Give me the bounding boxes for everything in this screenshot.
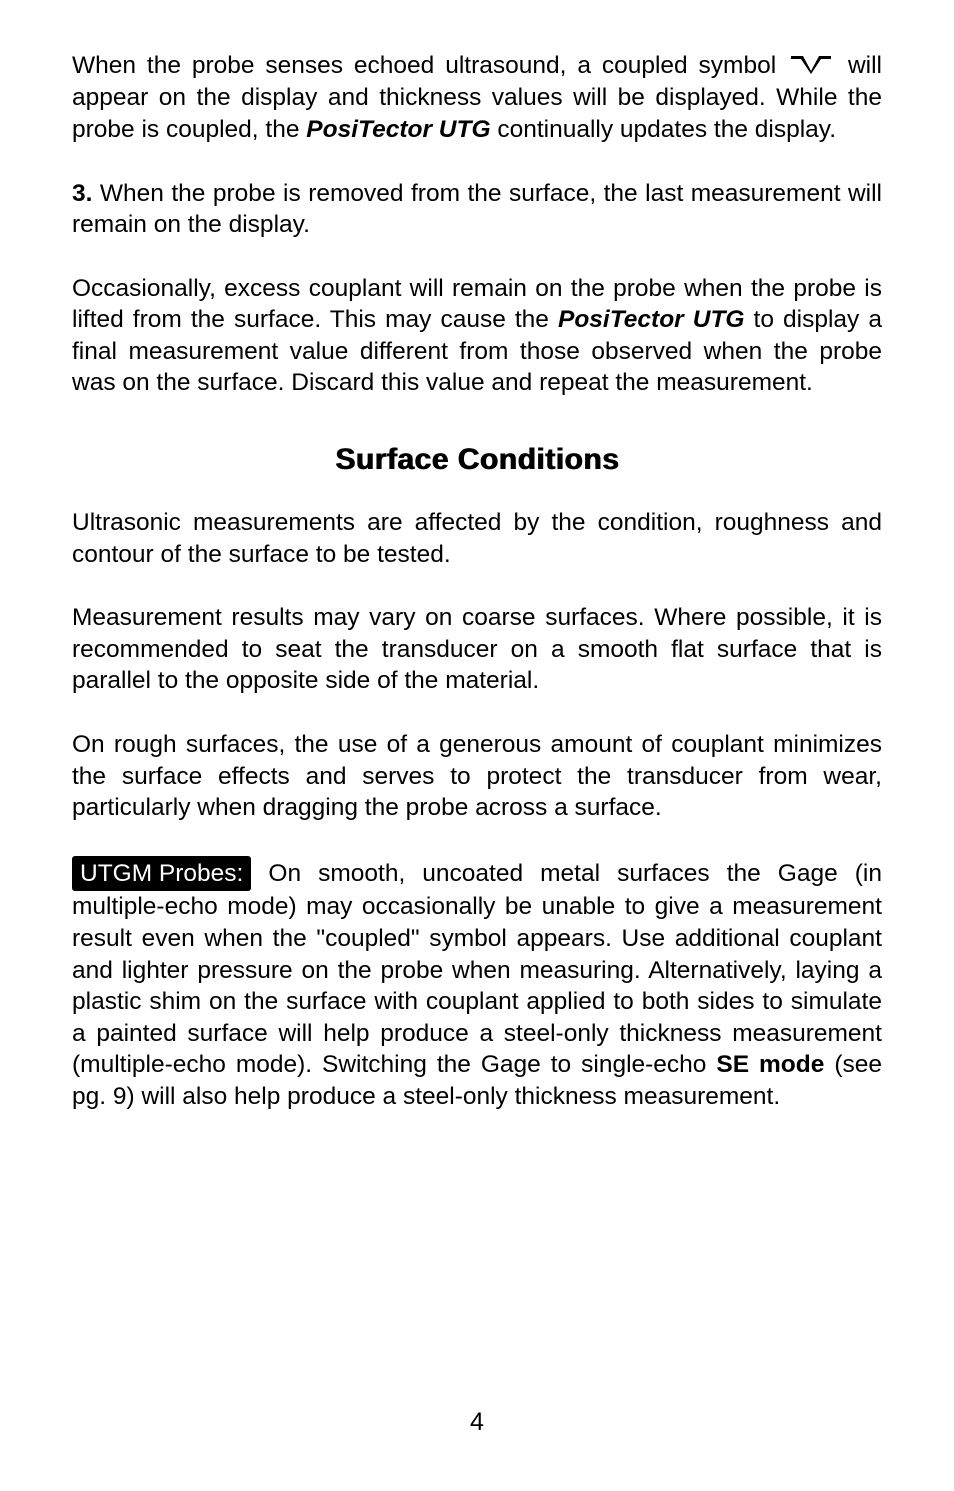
paragraph-excess-couplant: Occasionally, excess couplant will remai… [72,273,882,399]
product-name-1: PosiTector UTG [306,116,490,143]
paragraph-ultrasonic-intro: Ultrasonic measurements are affected by … [72,507,882,570]
p1-rest-post: continually updates the display. [491,116,837,143]
step-number-3: 3. [72,180,92,207]
paragraph-coarse-surfaces: Measurement results may vary on coarse s… [72,602,882,697]
p7-after-badge: On smooth, uncoated metal surfaces the G… [72,860,882,1079]
step-3-text: When the probe is removed from the surfa… [72,180,882,239]
paragraph-utgm-probes: UTGM Probes: On smooth, uncoated metal s… [72,856,882,1113]
se-mode-bold: SE mode [716,1051,824,1078]
page-container: When the probe senses echoed ultrasound,… [0,0,954,1491]
p1-line1: When the probe senses echoed ultrasound,… [72,52,776,79]
paragraph-step-3: 3. When the probe is removed from the su… [72,178,882,241]
utgm-probes-badge: UTGM Probes: [72,856,251,892]
page-number: 4 [0,1408,954,1437]
section-heading-surface-conditions: Surface Conditions [72,443,882,477]
paragraph-coupled-symbol: When the probe senses echoed ultrasound,… [72,50,882,146]
product-name-2: PosiTector UTG [558,306,744,333]
paragraph-rough-surfaces: On rough surfaces, the use of a generous… [72,729,882,824]
coupled-symbol-icon [789,51,833,83]
